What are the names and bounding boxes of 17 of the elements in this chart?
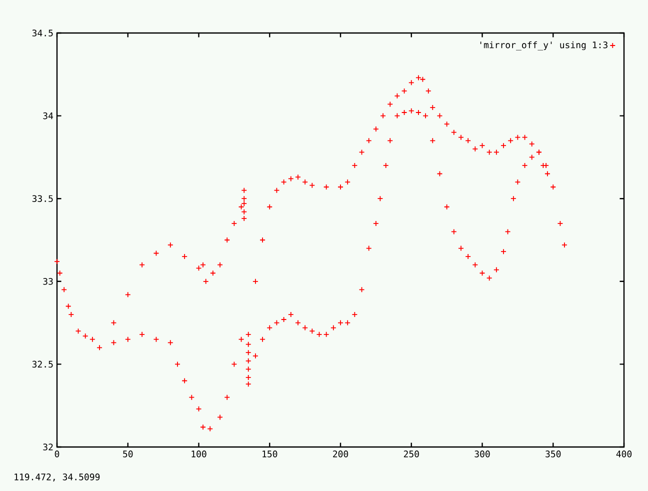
- x-tick-label: 100: [192, 450, 206, 458]
- x-tick-label: 200: [333, 450, 348, 458]
- x-tick-label: 250: [404, 450, 419, 458]
- y-tick-label: 32.5: [32, 360, 53, 368]
- y-tick-label: 32: [43, 444, 53, 450]
- y-tick-label: 33.5: [32, 195, 53, 202]
- text: 119.472, 34.5099: [14, 474, 100, 482]
- x-tick-label: 300: [474, 450, 490, 458]
- x-tick-label: 400: [616, 450, 632, 458]
- y-tick-label: 34.5: [32, 30, 53, 36]
- legend-label: 'mirror_off_y' using 1:3: [480, 41, 608, 50]
- x-tick-label: 50: [123, 450, 133, 458]
- y-tick-label: 34: [43, 112, 54, 120]
- x-tick-label: 0: [54, 450, 60, 458]
- x-tick-label: 350: [546, 450, 561, 458]
- x-tick-label: 150: [262, 450, 278, 458]
- y-tick-label: 33: [43, 278, 53, 285]
